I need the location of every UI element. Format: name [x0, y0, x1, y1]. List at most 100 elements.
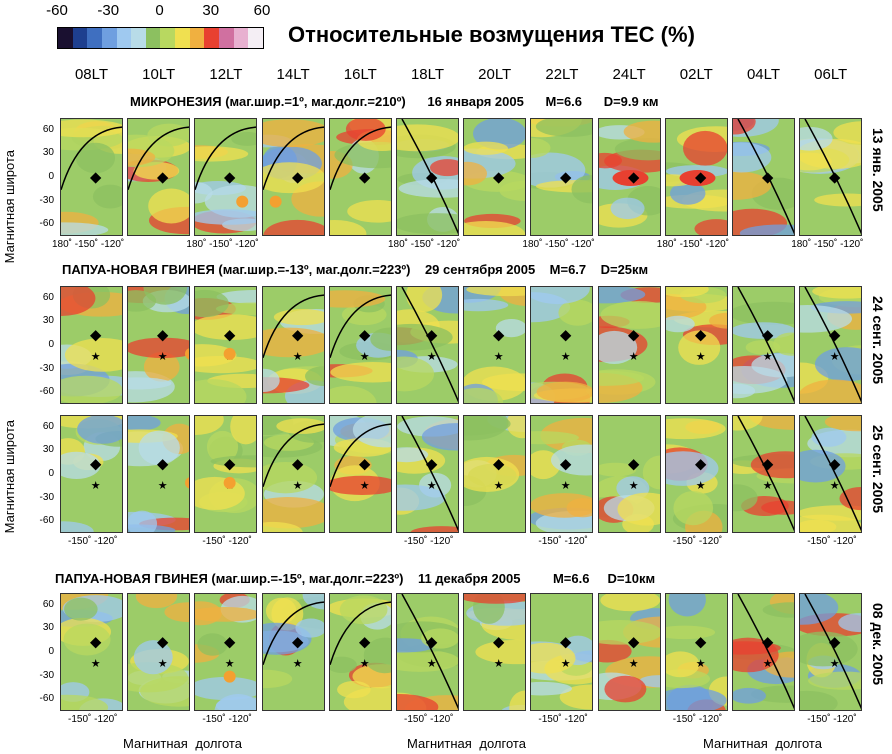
contour-region — [733, 366, 788, 394]
conjugate-star-marker: ★ — [360, 658, 370, 670]
y-tick-label: 60 — [42, 420, 54, 432]
tec-map-panel: ★ — [463, 415, 527, 533]
contour-region — [128, 416, 161, 431]
contour-region — [210, 455, 257, 468]
contour-region — [61, 521, 94, 532]
contour-region — [262, 219, 324, 235]
terminator-line — [262, 126, 324, 191]
contour-region — [464, 594, 526, 604]
contour-region — [800, 631, 858, 667]
conjugate-star-marker: ★ — [628, 480, 638, 492]
y-tick-label: -30 — [39, 491, 54, 503]
y-axis-label: Магнитная широта — [2, 150, 17, 264]
contour-region — [665, 651, 700, 678]
contour-region — [61, 222, 109, 235]
tec-map-panel: ★ — [60, 593, 123, 711]
epicenter-diamond-marker — [425, 459, 438, 471]
contour-region — [598, 370, 644, 386]
contour-region — [195, 181, 214, 204]
contour-region — [464, 456, 520, 492]
contour-region — [600, 301, 660, 329]
contour-region — [665, 418, 726, 440]
conjugate-star-marker: ★ — [763, 480, 773, 492]
contour-region — [614, 137, 660, 161]
conjugate-star-marker: ★ — [830, 658, 840, 670]
contour-region — [77, 416, 122, 444]
contour-region — [566, 498, 593, 518]
terminator-line — [804, 416, 862, 532]
x-tick-label: -150˚ -120˚ — [538, 714, 588, 725]
x-axis-label-3: Магнитная долгота — [703, 736, 822, 751]
terminator-line — [262, 423, 324, 488]
y-axis-label-2: Магнитная широта — [2, 420, 17, 534]
conjugate-star-marker: ★ — [158, 480, 168, 492]
contour-region — [330, 362, 391, 383]
y-tick-label: -60 — [39, 515, 54, 527]
contour-region — [275, 418, 324, 434]
epicenter-diamond-marker — [358, 330, 371, 342]
terminator-line — [737, 594, 794, 710]
contour-region — [733, 484, 758, 512]
column-label: 24LT — [612, 66, 646, 83]
contour-region — [329, 290, 386, 308]
column-label: 06LT — [814, 66, 848, 83]
conjugate-star-marker: ★ — [628, 351, 638, 363]
terminator-line — [401, 594, 458, 710]
tec-map-panel: ★ — [396, 415, 459, 533]
contour-region — [61, 287, 96, 317]
epicenter-diamond-marker — [224, 330, 236, 342]
conjugate-star-marker: ★ — [360, 480, 370, 492]
conjugate-star-marker: ★ — [561, 351, 571, 363]
tec-map-panel: ★ — [127, 415, 191, 533]
contour-region — [128, 337, 190, 359]
y-tick-label: 30 — [42, 444, 54, 456]
y-tick-label: -30 — [39, 194, 54, 206]
tec-map-panel: ★ — [60, 415, 123, 533]
contour-region — [599, 594, 660, 612]
conjugate-star-marker: ★ — [91, 351, 101, 363]
contour-region — [329, 656, 357, 674]
contour-region — [397, 484, 446, 511]
conjugate-star-marker: ★ — [561, 480, 571, 492]
column-label: 04LT — [746, 66, 781, 83]
contour-region — [128, 377, 172, 390]
row-date-label: 24 сент. 2005 — [870, 296, 886, 385]
row-date-label: 13 янв. 2005 — [870, 128, 886, 212]
contour-region — [262, 521, 303, 532]
colorbar-tick-label: 60 — [253, 2, 271, 19]
terminator-line — [737, 416, 794, 532]
tec-map-panel: ★ — [328, 593, 392, 711]
tec-map-panel — [127, 118, 191, 236]
tec-map-panel — [261, 118, 325, 236]
contour-region — [397, 356, 435, 392]
contour-region — [464, 416, 511, 436]
contour-region — [262, 119, 324, 148]
tec-map-panel: ★ — [664, 286, 728, 404]
colorbar-swatch — [248, 28, 263, 48]
contour-region — [464, 387, 504, 403]
contour-region — [598, 639, 632, 663]
contour-region — [509, 690, 526, 710]
contour-region — [623, 120, 660, 143]
tec-map-panel: ★ — [597, 415, 661, 533]
conjugate-star-marker: ★ — [494, 658, 504, 670]
tec-map-panel — [60, 118, 123, 236]
sub-satellite-point-marker — [224, 670, 237, 683]
y-tick-label: 60 — [42, 123, 54, 135]
tec-map-panel: ★ — [328, 286, 392, 404]
x-tick-label: -150˚ -120˚ — [672, 714, 723, 725]
y-tick-label: 0 — [48, 171, 54, 182]
conjugate-star-marker: ★ — [696, 480, 706, 492]
figure-title: Относительные возмущения TEC (%) — [288, 22, 695, 47]
contour-region — [429, 159, 458, 177]
conjugate-star-marker: ★ — [427, 480, 437, 492]
contour-region — [669, 182, 706, 205]
tec-map-panel: ★ — [261, 593, 325, 711]
contour-region — [833, 121, 862, 144]
contour-region — [682, 130, 727, 166]
colorbar — [57, 27, 264, 49]
contour-region — [665, 451, 719, 486]
y-tick-label: -30 — [39, 669, 54, 681]
conjugate-star-marker: ★ — [158, 351, 168, 363]
colorbar-swatch — [101, 28, 117, 48]
